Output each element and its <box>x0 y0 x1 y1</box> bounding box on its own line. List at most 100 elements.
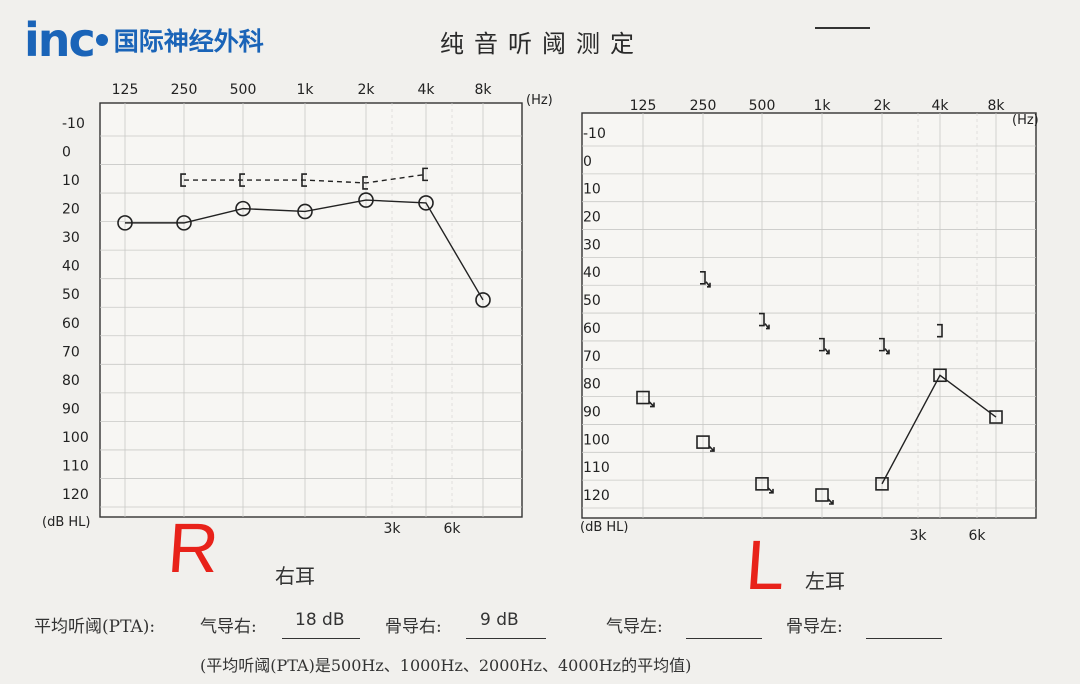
pta-label: 平均听阈(PTA): <box>34 617 156 637</box>
left-ear-audiogram: -10 0 10 20 30 40 50 60 70 80 90 100 110 120 125 250 500… <box>580 98 1039 544</box>
series-line-1 <box>184 173 427 184</box>
air-right-underline <box>282 638 360 639</box>
half-octave-label: 6k <box>968 528 986 544</box>
logo: inc 国际神经外科 <box>24 13 264 67</box>
page-title: 纯音听阈测定 <box>440 30 644 58</box>
freq-unit-label: (Hz) <box>1012 113 1039 128</box>
no-response-arrow-2-3 <box>884 348 890 355</box>
bone-conduction-point-1-4 <box>422 167 428 182</box>
bone-right-label: 骨导右: <box>385 617 442 637</box>
db-tick-label: 90 <box>62 401 80 417</box>
air-left-label: 气导左: <box>606 617 663 637</box>
db-tick-label: 60 <box>62 316 80 332</box>
db-tick-label: 100 <box>583 432 610 448</box>
db-tick-label: 70 <box>62 344 80 360</box>
bone-conduction-point-1-2 <box>301 173 307 187</box>
db-tick-label: 80 <box>62 373 80 389</box>
db-unit-label: (dB HL) <box>580 520 628 535</box>
db-tick-label: 30 <box>583 237 601 253</box>
bone-conduction-point-2-2 <box>819 337 825 352</box>
bone-conduction-point-1-1 <box>239 173 245 187</box>
freq-tick-label: 2k <box>873 98 891 114</box>
air-conduction-point-0-3 <box>815 488 829 502</box>
db-tick-label: 40 <box>583 265 601 281</box>
air-conduction-point-0-4 <box>358 192 374 208</box>
air-conduction-point-0-1 <box>176 215 192 231</box>
bone-conduction-point-1-0 <box>180 173 186 187</box>
db-tick-label: 120 <box>583 488 610 504</box>
air-conduction-point-1-2 <box>989 410 1003 424</box>
db-tick-label: 0 <box>62 145 71 161</box>
db-tick-label: 120 <box>62 487 89 503</box>
right-ear-audiogram: -10 0 10 20 30 40 50 60 70 80 90 100 110 120 125 250 500… <box>42 82 553 537</box>
freq-tick-label: 1k <box>813 98 831 114</box>
air-right-label: 气导右: <box>200 617 257 637</box>
freq-tick-label: 4k <box>417 82 435 98</box>
no-response-arrow-2-1 <box>764 323 770 330</box>
air-right-value: 18 dB <box>295 610 345 630</box>
db-tick-label: 20 <box>62 202 80 218</box>
air-conduction-point-0-0 <box>117 215 133 231</box>
no-response-arrow-0-1 <box>708 445 715 452</box>
freq-tick-label: 500 <box>230 82 257 98</box>
bone-conduction-point-2-3 <box>879 337 885 352</box>
bone-right-underline <box>466 638 546 639</box>
freq-tick-label: 2k <box>357 82 375 98</box>
freq-tick-label: 125 <box>112 82 139 98</box>
half-octave-label: 6k <box>443 521 461 537</box>
left-handwritten-mark: L <box>743 526 788 604</box>
db-tick-label: -10 <box>62 116 85 132</box>
air-conduction-point-0-5 <box>418 195 434 211</box>
db-tick-label: 90 <box>583 404 601 420</box>
air-conduction-point-1-1 <box>933 368 947 383</box>
air-left-underline <box>686 638 762 639</box>
no-response-arrow-2-0 <box>705 281 711 288</box>
db-unit-label: (dB HL) <box>42 515 90 530</box>
air-conduction-point-0-1 <box>696 435 710 449</box>
logo-dot-icon <box>95 34 108 46</box>
db-tick-label: 30 <box>62 230 80 246</box>
half-octave-label: 3k <box>909 528 927 544</box>
pta-note: (平均听阈(PTA)是500Hz、1000Hz、2000Hz、4000Hz的平均… <box>200 656 692 675</box>
bone-right-value: 9 dB <box>480 610 519 630</box>
bone-conduction-point-2-0 <box>700 271 706 285</box>
freq-tick-label: 8k <box>474 82 492 98</box>
db-tick-label: 80 <box>583 377 601 393</box>
air-conduction-point-0-2 <box>755 477 769 491</box>
bone-left-underline <box>866 638 942 639</box>
air-conduction-point-0-3 <box>297 203 313 220</box>
chart-frame <box>99 102 523 518</box>
no-response-arrow-2-2 <box>824 348 830 355</box>
pta-summary: 平均听阈(PTA): 气导右: 18 dB 骨导右: 9 dB 气导左: 骨导左… <box>0 604 1080 644</box>
bone-conduction-point-1-3 <box>362 176 368 190</box>
db-tick-label: 60 <box>583 321 601 337</box>
freq-tick-label: 250 <box>690 98 717 114</box>
right-handwritten-mark: R <box>165 509 222 587</box>
air-conduction-point-0-6 <box>475 292 491 308</box>
db-tick-label: 0 <box>583 154 592 170</box>
db-tick-label: 100 <box>62 430 89 446</box>
no-response-arrow-0-0 <box>648 400 655 408</box>
logo-text: 国际神经外科 <box>113 27 264 56</box>
freq-unit-label: (Hz) <box>526 93 553 108</box>
db-tick-label: -10 <box>583 126 606 142</box>
db-tick-label: 10 <box>583 182 601 198</box>
freq-tick-label: 250 <box>171 82 198 98</box>
bone-conduction-point-3-0 <box>937 323 943 338</box>
db-tick-label: 20 <box>583 210 601 226</box>
db-tick-label: 40 <box>62 259 80 275</box>
bone-conduction-point-2-1 <box>759 312 765 327</box>
logo-mark: inc <box>24 13 96 67</box>
db-tick-label: 110 <box>583 460 610 476</box>
right-ear-label: 右耳 <box>275 564 315 588</box>
freq-tick-label: 500 <box>749 98 776 114</box>
series-line-1 <box>881 374 997 485</box>
db-tick-label: 50 <box>583 293 601 309</box>
no-response-arrow-0-3 <box>827 498 834 505</box>
freq-tick-label: 8k <box>987 98 1005 114</box>
db-tick-label: 50 <box>62 287 80 303</box>
left-ear-label: 左耳 <box>805 569 845 593</box>
air-conduction-point-0-2 <box>235 200 251 217</box>
db-tick-label: 10 <box>62 173 80 189</box>
